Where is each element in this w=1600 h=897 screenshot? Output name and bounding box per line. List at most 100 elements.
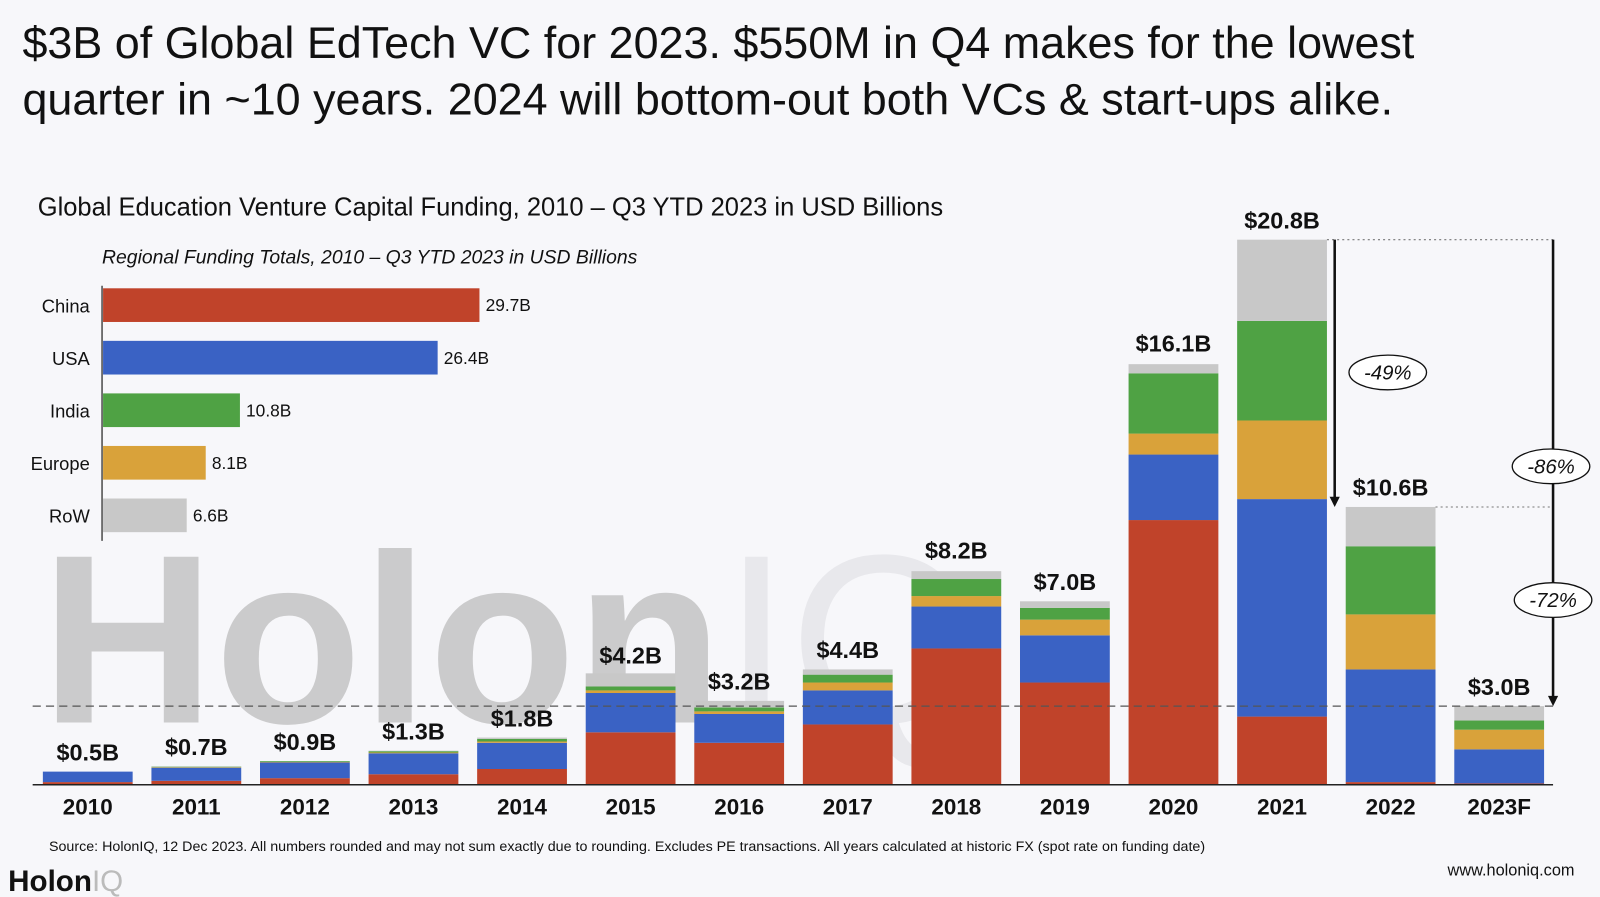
source-note: Source: HolonIQ, 12 Dec 2023. All number…	[49, 839, 1205, 855]
bar-segment	[477, 742, 567, 770]
annotation: -86%	[1527, 457, 1575, 479]
bar-segment	[911, 579, 1002, 597]
bar-segment	[585, 693, 676, 733]
annotation: -49%	[1364, 363, 1412, 385]
bar-segment	[1020, 619, 1110, 636]
bar-segment	[802, 674, 893, 683]
x-tick-label: 2023F	[1467, 794, 1531, 819]
bar	[103, 393, 240, 428]
y-tick-label: USA	[52, 348, 91, 369]
arrow-head	[1547, 695, 1559, 707]
bar-segment	[1345, 546, 1436, 615]
bar-segment	[151, 767, 242, 781]
bar-segment	[1128, 454, 1219, 521]
y-tick-label: RoW	[49, 505, 90, 526]
bar-segment	[368, 752, 459, 754]
title-line: $3B of Global EdTech VC for 2023. $550M …	[22, 17, 1414, 68]
bar-segment	[585, 673, 676, 687]
total-label: $20.8B	[1244, 207, 1320, 233]
value-label: 10.8B	[246, 400, 291, 420]
bar-segment	[1020, 682, 1110, 785]
bar-segment	[694, 711, 785, 714]
website: www.holoniq.com	[1447, 862, 1575, 880]
bar-segment	[1345, 614, 1436, 670]
inset-title: Regional Funding Totals, 2010 – Q3 YTD 2…	[102, 246, 638, 268]
x-tick-label: 2022	[1366, 794, 1416, 819]
arrow-head	[1329, 496, 1340, 507]
page-title: $3B of Global EdTech VC for 2023. $550M …	[22, 17, 1414, 124]
value-label: 29.7B	[486, 295, 531, 315]
bar-segment	[585, 686, 676, 691]
value-label: 26.4B	[444, 348, 489, 368]
bar	[103, 288, 480, 322]
total-label: $10.6B	[1353, 475, 1429, 501]
total-label: $1.8B	[491, 705, 554, 731]
bar-segment	[1454, 720, 1545, 730]
total-label: $1.3B	[382, 718, 445, 744]
x-tick-label: 2011	[172, 794, 221, 819]
bar-segment	[1237, 499, 1327, 717]
title-block: $3B of Global EdTech VC for 2023. $550M …	[22, 17, 1414, 124]
logo-part: Holon	[8, 865, 92, 897]
bar-segment	[911, 648, 1002, 785]
value-label: 8.1B	[212, 453, 248, 473]
bar-segment	[260, 762, 350, 779]
bar-segment	[1454, 706, 1545, 721]
bar-segment	[151, 766, 242, 768]
bar-segment	[368, 753, 459, 775]
x-tick-label: 2021	[1257, 794, 1307, 819]
bar-segment	[477, 741, 567, 743]
bar-segment	[151, 780, 242, 785]
bar-segment	[802, 682, 893, 691]
bar-segment	[1454, 749, 1545, 784]
bar-segment	[477, 738, 567, 742]
chart-title: Global Education Venture Capital Funding…	[38, 193, 943, 221]
x-tick-label: 2019	[1040, 794, 1090, 819]
total-label: $16.1B	[1136, 331, 1212, 357]
bar-segment	[1345, 669, 1436, 783]
bar-segment	[260, 778, 350, 785]
bar-segment	[1454, 729, 1545, 750]
bar-segment	[802, 669, 893, 675]
bar-segment	[1237, 420, 1327, 500]
bar-segment	[911, 596, 1002, 607]
total-label: $4.4B	[816, 637, 879, 663]
bar-segment	[1020, 635, 1110, 683]
x-tick-label: 2012	[280, 794, 330, 819]
total-label: $0.5B	[56, 739, 119, 765]
y-tick-label: China	[42, 295, 91, 316]
bar	[103, 498, 187, 533]
x-tick-label: 2016	[714, 794, 764, 819]
bar-segment	[260, 761, 350, 763]
x-tick-label: 2010	[63, 794, 113, 819]
bar-segment	[694, 707, 785, 712]
bar-segment	[368, 774, 459, 785]
x-tick-label: 2014	[497, 794, 547, 819]
y-tick-label: India	[50, 400, 91, 421]
bar-segment	[802, 690, 893, 725]
bar-segment	[911, 606, 1002, 649]
bar-segment	[477, 769, 567, 785]
bar-segment	[42, 771, 133, 783]
annotation-oval	[1511, 448, 1591, 485]
bar-segment	[151, 767, 242, 768]
bar-segment	[694, 700, 785, 708]
bar-segment	[1128, 520, 1219, 785]
bar-segment	[1237, 320, 1327, 421]
bar-segment	[368, 750, 459, 752]
annotation: -72%	[1529, 590, 1577, 612]
bar-segment	[1237, 239, 1327, 321]
bar-segment	[1345, 506, 1436, 547]
bar-segment	[260, 761, 350, 762]
x-tick-label: 2020	[1149, 794, 1199, 819]
bar-segment	[477, 737, 567, 739]
bar-segment	[911, 571, 1002, 580]
bar-segment	[1237, 716, 1327, 785]
bar	[103, 340, 438, 375]
annotation-oval	[1348, 354, 1428, 391]
total-label: $4.2B	[599, 642, 662, 668]
annotation-oval	[1513, 582, 1593, 619]
total-label: $0.7B	[165, 734, 228, 760]
